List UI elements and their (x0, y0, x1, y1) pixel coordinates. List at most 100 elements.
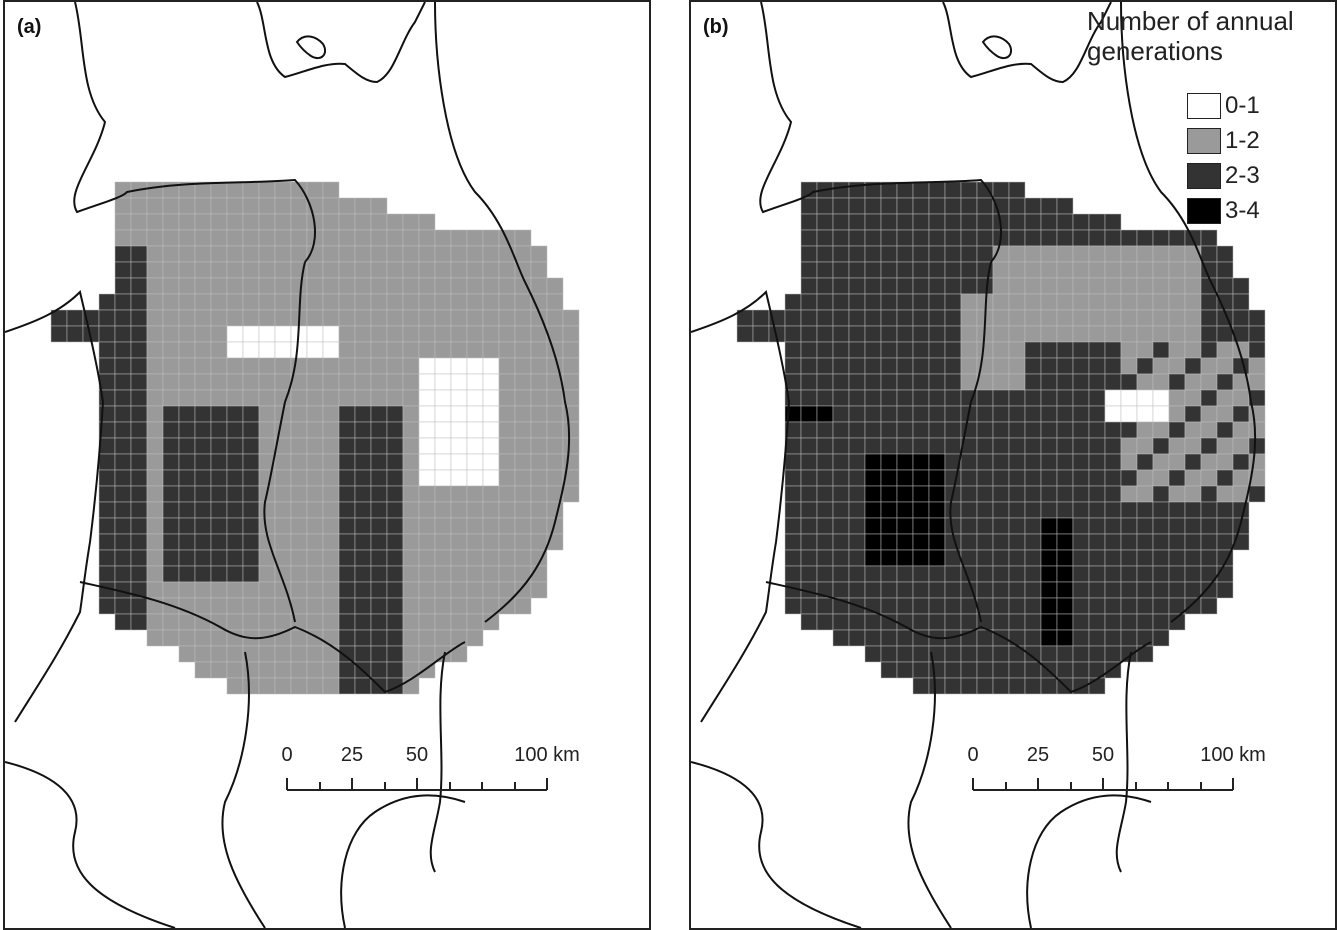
grid-cell (912, 645, 930, 663)
grid-cell (210, 229, 228, 247)
grid-cell (226, 677, 244, 695)
grid-cell (880, 341, 898, 359)
grid-cell (130, 213, 148, 231)
grid-cell (1136, 373, 1154, 391)
grid-cell (1104, 357, 1122, 375)
grid-cell (210, 421, 228, 439)
grid-cell (1008, 277, 1026, 295)
grid-cell (912, 389, 930, 407)
grid-cell (114, 469, 132, 487)
grid-cell (864, 293, 882, 311)
grid-cell (1216, 341, 1234, 359)
grid-cell (402, 293, 420, 311)
grid-cell (896, 645, 914, 663)
grid-cell (370, 517, 388, 535)
grid-cell (800, 245, 818, 263)
grid-cell (258, 597, 276, 615)
grid-cell (1008, 213, 1026, 231)
grid-cell (322, 661, 340, 679)
grid-cell (1184, 405, 1202, 423)
grid-cell (290, 469, 308, 487)
grid-cell (800, 229, 818, 247)
grid-cell (976, 453, 994, 471)
grid-cell (338, 533, 356, 551)
grid-cell (466, 565, 484, 583)
grid-cell (1072, 485, 1090, 503)
grid-cell (290, 389, 308, 407)
grid-cell (274, 533, 292, 551)
grid-cell (1232, 437, 1250, 455)
grid-cell (1120, 597, 1138, 615)
grid-cell (1072, 645, 1090, 663)
grid-cell (1088, 613, 1106, 631)
panel-label: (b) (703, 16, 729, 38)
grid-cell (1008, 613, 1026, 631)
grid-cell (1072, 661, 1090, 679)
grid-cell (1104, 533, 1122, 551)
grid-cell (832, 581, 850, 599)
grid-cell (338, 677, 356, 695)
grid-cell (114, 389, 132, 407)
grid-cell (896, 197, 914, 215)
grid-cell (1168, 389, 1186, 407)
grid-cell (434, 469, 452, 487)
grid-cell (1152, 261, 1170, 279)
grid-cell (784, 341, 802, 359)
grid-cell (434, 581, 452, 599)
grid-cell (928, 597, 946, 615)
grid-cell (66, 309, 84, 327)
grid-cell (864, 645, 882, 663)
grid-cell (178, 549, 196, 567)
grid-cell (1072, 357, 1090, 375)
grid-cell (514, 501, 532, 519)
grid-cell (498, 405, 516, 423)
grid-cell (290, 453, 308, 471)
grid-cell (1072, 437, 1090, 455)
grid-cell (816, 405, 834, 423)
grid-cell (466, 501, 484, 519)
grid-cell (290, 677, 308, 695)
grid-cell (130, 565, 148, 583)
grid-cell (1200, 437, 1218, 455)
grid-cell (210, 389, 228, 407)
grid-cell (992, 357, 1010, 375)
grid-cell (976, 565, 994, 583)
grid-cell (482, 533, 500, 551)
grid-cell (912, 469, 930, 487)
grid-cell (466, 485, 484, 503)
grid-cell (880, 629, 898, 647)
grid-cell (50, 325, 68, 343)
grid-cell (1120, 357, 1138, 375)
grid-cell (114, 613, 132, 631)
grid-cell (114, 229, 132, 247)
grid-cell (130, 469, 148, 487)
grid-cell (242, 213, 260, 231)
grid-cell (386, 629, 404, 647)
grid-cell (370, 389, 388, 407)
grid-cell (146, 469, 164, 487)
grid-cell (242, 677, 260, 695)
map-b-svg (691, 2, 1266, 928)
legend-item-3-4: 3-4 (1187, 193, 1327, 228)
grid-cell (944, 341, 962, 359)
grid-cell (562, 453, 580, 471)
grid-cell (1024, 629, 1042, 647)
grid-cell (1168, 421, 1186, 439)
grid-cell (354, 613, 372, 631)
grid-cell (162, 357, 180, 375)
grid-cell (146, 581, 164, 599)
grid-cell (1072, 613, 1090, 631)
grid-cell (114, 597, 132, 615)
grid-cell (928, 677, 946, 695)
grid-cell (832, 421, 850, 439)
grid-cell (1136, 469, 1154, 487)
grid-cell (1072, 245, 1090, 263)
grid-cell (370, 437, 388, 455)
grid-cell (354, 629, 372, 647)
grid-cell (402, 485, 420, 503)
grid-cell (896, 485, 914, 503)
grid-cell (434, 421, 452, 439)
grid-cell (1056, 565, 1074, 583)
grid-cell (1056, 213, 1074, 231)
grid-cell (896, 341, 914, 359)
